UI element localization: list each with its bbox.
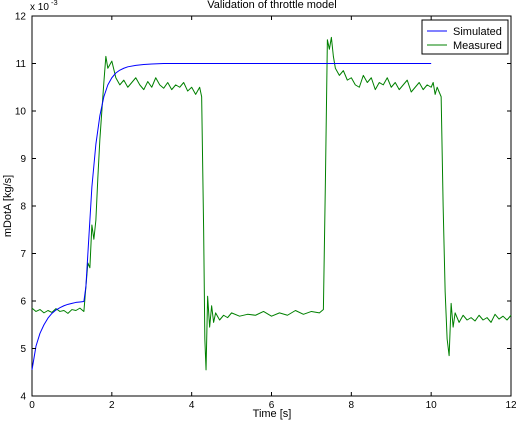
x-tick-label: 8 — [349, 400, 355, 411]
plot-frame — [31, 15, 512, 397]
series-line-measured — [31, 36, 512, 371]
x-tick-label: 0 — [29, 400, 35, 411]
series-line-simulated — [31, 63, 432, 370]
chart-title: Validation of throttle model — [207, 0, 336, 11]
y-tick-label: 12 — [15, 12, 27, 23]
y-tick-label: 8 — [20, 202, 26, 213]
x-tick-label: 4 — [189, 400, 195, 411]
y-axis-label: mDotA [kg/s] — [2, 175, 14, 237]
legend-label-measured: Measured — [453, 40, 502, 52]
y-tick-label: 7 — [20, 249, 26, 260]
x-tick-label: 6 — [269, 400, 275, 411]
y-tick-label: 10 — [15, 107, 27, 118]
x-tick-label: 2 — [109, 400, 115, 411]
y-exponent-text: -3 — [51, 0, 58, 7]
y-tick-label: 4 — [20, 392, 26, 403]
x-axis-label: Time [s] — [253, 408, 292, 420]
y-exponent-label: x 10 -3 — [30, 0, 58, 13]
y-tick-label: 11 — [16, 59, 27, 70]
y-tick-label: 6 — [20, 297, 26, 308]
x-tick-label: 12 — [505, 400, 516, 411]
y-multiplier-text: x 10 — [30, 2, 49, 13]
tick-layer: 0 2 4 6 8 10 12 4 5 6 7 8 9 10 11 12 — [15, 12, 516, 412]
plot-area: 0 2 4 6 8 10 12 4 5 6 7 8 9 10 11 12 — [15, 12, 516, 412]
y-tick-label: 5 — [20, 344, 26, 355]
legend-box — [421, 19, 509, 55]
x-tick-label: 10 — [426, 400, 438, 411]
legend-label-simulated: Simulated — [453, 26, 502, 38]
series-layer — [31, 36, 512, 371]
legend: Simulated Measured — [421, 19, 509, 55]
y-tick-label: 9 — [20, 154, 26, 165]
